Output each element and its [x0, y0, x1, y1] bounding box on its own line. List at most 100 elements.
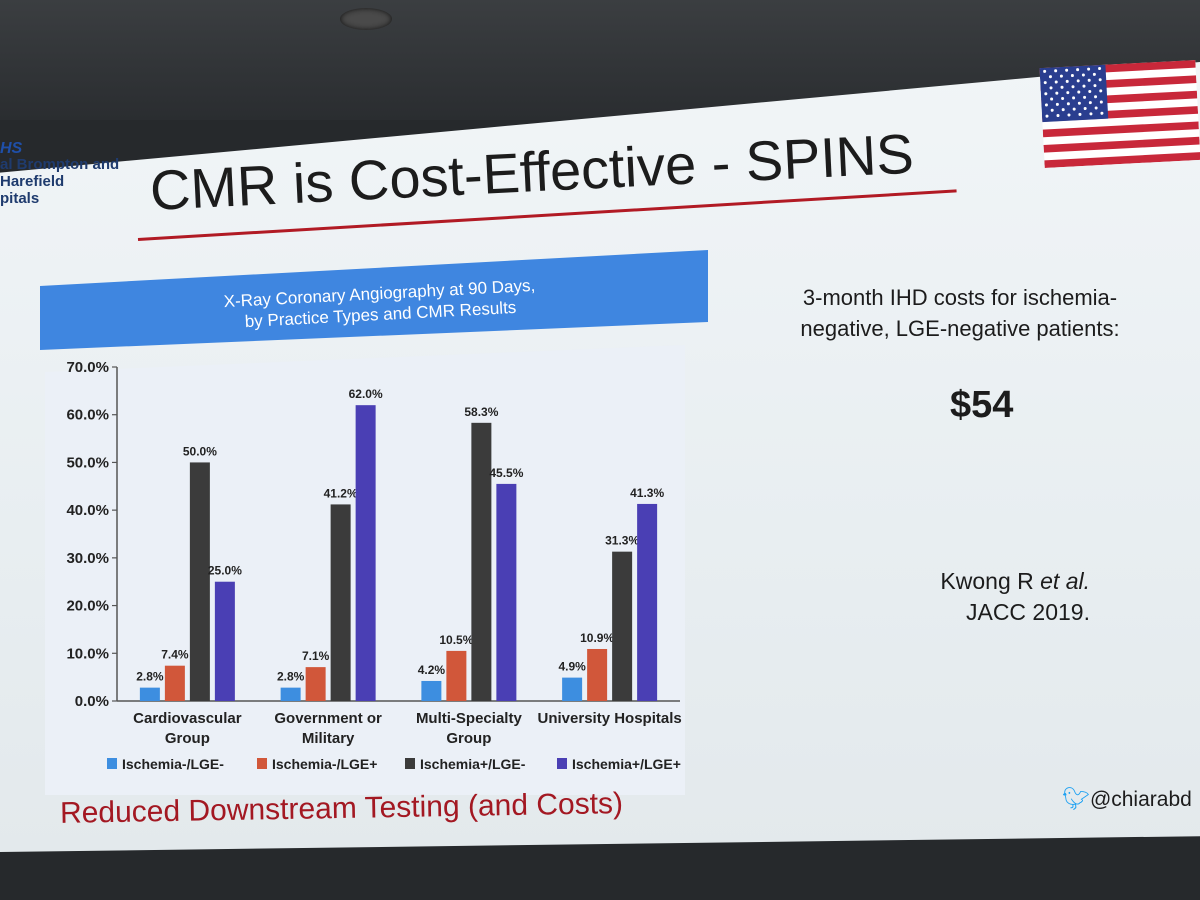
bar — [164, 665, 185, 701]
y-tick-label: 10.0% — [66, 645, 109, 662]
twitter-handle-text: @chiarabd — [1089, 788, 1192, 811]
flag-star — [1082, 84, 1086, 88]
citation-authors: Kwong R — [940, 568, 1041, 594]
flag-star — [1098, 67, 1102, 71]
legend-swatch — [405, 758, 415, 769]
legend-label: Ischemia-/LGE+ — [272, 756, 377, 772]
bar — [612, 551, 633, 701]
bar — [189, 462, 210, 701]
bar-data-label: 58.3% — [464, 405, 498, 419]
flag-star — [1065, 79, 1069, 83]
x-tick-label: Group — [165, 730, 210, 747]
flag-star — [1076, 79, 1080, 83]
bar — [139, 687, 160, 701]
bar — [330, 504, 351, 701]
flag-star — [1087, 67, 1091, 71]
y-tick-label: 0.0% — [75, 693, 109, 710]
bar-data-label: 7.1% — [302, 649, 330, 663]
x-tick-label: Multi-Specialty — [416, 710, 523, 727]
ceiling-light — [340, 8, 392, 30]
bar — [446, 650, 467, 701]
flag-star — [1066, 102, 1070, 106]
flag-star — [1088, 89, 1092, 93]
bar — [280, 687, 301, 701]
org-logo-line-2: pitals — [0, 190, 40, 207]
flag-star — [1070, 74, 1074, 78]
flag-star — [1054, 69, 1058, 73]
bar-data-label: 2.8% — [136, 670, 164, 684]
bar-data-label: 7.4% — [161, 648, 189, 662]
flag-star — [1050, 108, 1054, 112]
x-tick-label: Group — [446, 730, 491, 747]
org-logo: al Brompton and Harefield pitals — [0, 156, 150, 207]
flag-star — [1087, 78, 1091, 82]
bar-data-label: 4.9% — [558, 660, 586, 674]
citation: Kwong R et al. JACC 2019. — [870, 566, 1090, 628]
flag-star — [1078, 112, 1082, 116]
bar-data-label: 41.3% — [630, 486, 664, 500]
flag-stripe — [1044, 152, 1200, 169]
legend-swatch — [257, 758, 267, 769]
bar — [355, 405, 376, 701]
flag-star — [1060, 85, 1064, 89]
flag-star — [1055, 91, 1059, 95]
legend-label: Ischemia+/LGE+ — [572, 756, 681, 772]
flag-star — [1061, 108, 1065, 112]
flag-star — [1050, 97, 1054, 101]
flag-star — [1043, 69, 1047, 73]
org-logo-line-1: al Brompton and Harefield — [0, 156, 120, 190]
y-tick-label: 60.0% — [66, 407, 109, 424]
flag-stripe — [1042, 121, 1199, 138]
twitter-handle: 🐦︎@chiarabd — [1062, 786, 1192, 812]
legend-label: Ischemia+/LGE- — [420, 756, 526, 772]
bar-data-label: 10.5% — [439, 633, 473, 647]
flag-star — [1059, 74, 1063, 78]
flag-star — [1055, 102, 1059, 106]
y-tick-label: 50.0% — [66, 454, 109, 471]
y-tick-label: 40.0% — [66, 502, 109, 519]
citation-journal: JACC 2019. — [965, 599, 1090, 625]
flag-star — [1045, 114, 1049, 118]
legend-label: Ischemia-/LGE- — [122, 756, 224, 772]
org-logo-mark: HS — [0, 140, 23, 157]
flag-star — [1072, 107, 1076, 111]
flag-star — [1094, 95, 1098, 99]
legend-swatch — [107, 758, 117, 769]
bar-data-label: 2.8% — [277, 670, 305, 684]
flag-star — [1061, 96, 1065, 100]
bar-data-label: 31.3% — [605, 534, 639, 548]
flag-star — [1072, 96, 1076, 100]
bar-data-label: 45.5% — [489, 466, 523, 480]
flag-stripe — [1043, 136, 1200, 153]
flag-star — [1094, 106, 1098, 110]
x-tick-label: Government or — [274, 710, 382, 727]
flag-star — [1081, 73, 1085, 77]
flag-star — [1100, 111, 1104, 115]
citation-etal: et al. — [1040, 568, 1090, 594]
flag-star — [1089, 112, 1093, 116]
flag-star — [1065, 68, 1069, 72]
bar — [496, 483, 517, 701]
x-tick-label: University Hospitals — [538, 710, 682, 727]
y-tick-label: 20.0% — [66, 598, 109, 615]
flag-star — [1099, 100, 1103, 104]
flag-star — [1098, 78, 1102, 82]
flag-star — [1054, 80, 1058, 84]
bar-chart: 0.0% 10.0% 20.0% 30.0% 40.0% 50.0% 60.0% 70.0% 2… — [66, 359, 682, 772]
flag-star — [1048, 75, 1052, 79]
flag-star — [1077, 90, 1081, 94]
x-tick-label: Cardiovascular — [133, 710, 242, 727]
cost-description: 3-month IHD costs for ischemia-negative,… — [800, 285, 1120, 341]
flag-star — [1067, 113, 1071, 117]
cost-value: $54 — [950, 384, 1014, 426]
bar-data-label: 25.0% — [208, 564, 242, 578]
bar — [562, 677, 583, 701]
bar-data-label: 41.2% — [324, 486, 358, 500]
flag-star — [1083, 95, 1087, 99]
bar-data-label: 50.0% — [183, 444, 217, 458]
y-tick-label: 30.0% — [66, 550, 109, 567]
y-tick-label: 70.0% — [66, 359, 109, 376]
bar — [421, 680, 442, 701]
us-flag-icon — [1039, 59, 1200, 169]
bar — [587, 648, 608, 701]
